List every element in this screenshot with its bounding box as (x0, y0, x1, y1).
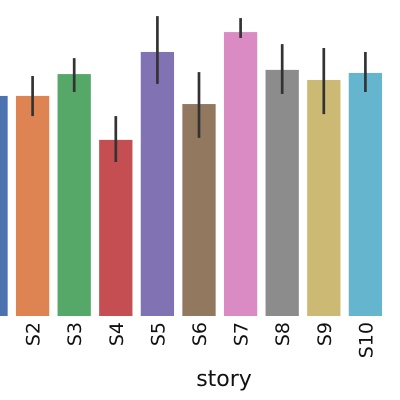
x-tick-label-s7: S7 (231, 322, 253, 346)
x-axis-label: story (196, 367, 252, 392)
bar-s9 (307, 79, 341, 317)
x-tick-label-s1: S1 (0, 322, 3, 346)
x-tick-labels: S1 S2 S3 S4 S5 S6 S7 S8 S9 S10 (0, 322, 377, 358)
x-tick-label-s9: S9 (314, 322, 336, 346)
x-tick-label-s3: S3 (64, 322, 86, 346)
bars-layer (0, 32, 383, 317)
x-tick-label-s5: S5 (147, 322, 169, 346)
x-tick-label-s6: S6 (189, 322, 211, 346)
bar-s6 (182, 104, 216, 316)
bar-s3 (57, 74, 91, 316)
x-tick-label-s10: S10 (355, 322, 377, 358)
bar-s2 (15, 95, 50, 316)
x-tick-label-s4: S4 (106, 322, 128, 346)
bar-s10 (348, 72, 383, 317)
x-tick-label-s8: S8 (272, 322, 294, 346)
x-tick-label-s2: S2 (23, 322, 45, 346)
bar-s7 (223, 32, 258, 316)
bar-s5 (140, 51, 175, 317)
bar-s4 (99, 139, 133, 316)
bar-s8 (265, 69, 299, 316)
error-bars-layer (31, 16, 367, 162)
bar-s1 (0, 95, 8, 316)
